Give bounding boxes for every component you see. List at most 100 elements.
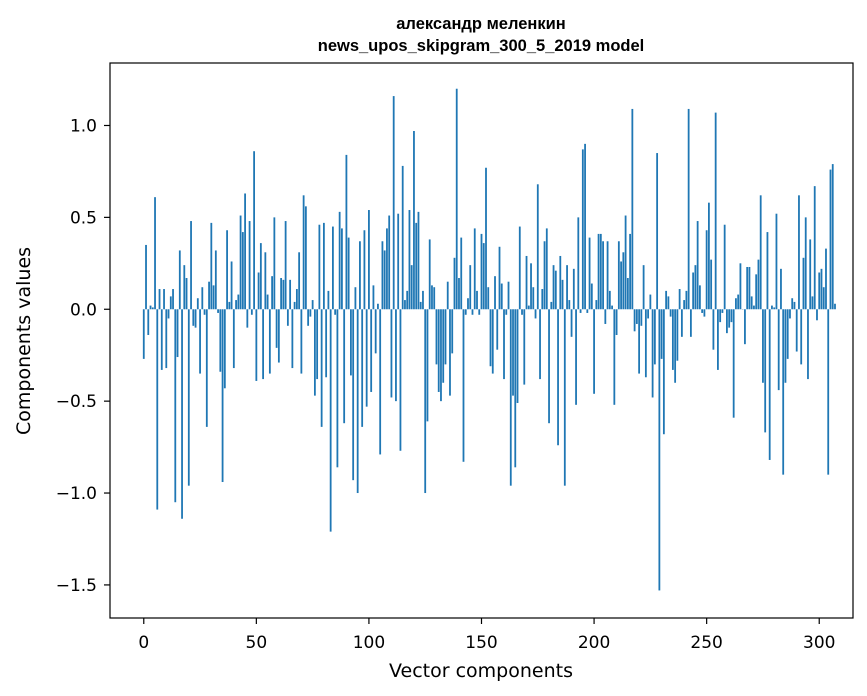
bar	[190, 221, 192, 310]
bar	[545, 228, 548, 310]
bar	[352, 309, 355, 481]
bar	[523, 309, 526, 385]
bar	[644, 309, 647, 378]
bar	[509, 309, 512, 486]
bar	[307, 309, 310, 326]
bar	[304, 206, 307, 310]
bar	[771, 305, 773, 310]
bar	[289, 279, 292, 310]
bar	[730, 309, 733, 323]
bar	[572, 268, 575, 310]
bar	[534, 309, 537, 319]
bar	[359, 241, 361, 310]
bar	[248, 221, 251, 310]
y-tick-label: −1.5	[56, 576, 97, 596]
bar	[543, 241, 546, 310]
bar	[829, 169, 832, 310]
bar	[764, 309, 767, 433]
bar	[593, 309, 595, 394]
bar	[757, 259, 760, 310]
bar	[282, 279, 285, 310]
bar	[811, 296, 814, 310]
bar	[464, 309, 467, 315]
bar	[446, 281, 449, 310]
bar	[825, 248, 827, 310]
plot-frame	[109, 62, 854, 619]
bar	[298, 252, 301, 310]
bar	[433, 287, 436, 310]
bar	[322, 222, 325, 310]
bar	[521, 309, 523, 315]
bar	[512, 309, 514, 396]
bar	[516, 309, 519, 403]
bar	[658, 309, 661, 591]
bar	[615, 309, 618, 335]
bar	[813, 186, 816, 310]
bar	[183, 265, 186, 310]
bar	[590, 283, 593, 310]
bar	[712, 309, 715, 350]
bar	[203, 309, 206, 315]
bar	[613, 309, 616, 405]
bar	[226, 230, 228, 310]
bar	[626, 278, 629, 310]
bar	[449, 309, 451, 396]
bar	[714, 112, 717, 310]
bar	[424, 309, 427, 494]
bar	[451, 309, 454, 354]
bar	[750, 296, 753, 310]
bar	[178, 250, 181, 310]
bar	[665, 290, 668, 310]
bar	[518, 226, 521, 310]
bar	[575, 309, 577, 405]
bar	[631, 108, 634, 310]
bar	[386, 228, 388, 310]
bar	[228, 301, 231, 310]
bar	[746, 266, 749, 310]
bar	[611, 305, 613, 310]
bar	[737, 294, 740, 310]
bar	[185, 278, 188, 310]
bar	[807, 309, 809, 380]
bar	[453, 257, 456, 310]
bar	[167, 309, 170, 319]
bar	[372, 285, 375, 310]
bar	[696, 221, 699, 310]
bar	[275, 309, 278, 348]
bar	[762, 309, 764, 383]
bar	[687, 108, 690, 310]
bar	[259, 243, 262, 310]
bar	[816, 309, 818, 321]
bar	[350, 309, 352, 376]
bar	[617, 241, 620, 310]
chart-title-line1: александр меленкин	[396, 15, 565, 33]
bar	[354, 287, 357, 310]
bar	[559, 255, 562, 310]
bar	[773, 307, 776, 310]
bar	[818, 272, 821, 310]
bar	[334, 309, 337, 315]
bar	[478, 309, 481, 315]
bar	[428, 239, 431, 310]
bar	[602, 241, 604, 310]
bar	[498, 246, 501, 310]
bar	[221, 309, 224, 483]
bar	[606, 241, 609, 310]
bar	[406, 290, 409, 310]
bar	[374, 309, 377, 354]
bar	[793, 301, 796, 310]
bar	[635, 309, 638, 324]
bar	[705, 230, 708, 310]
bar	[365, 309, 368, 407]
bar	[786, 309, 789, 359]
bar	[629, 233, 631, 310]
bar	[302, 195, 305, 310]
bar	[721, 309, 724, 313]
bar	[642, 265, 645, 310]
bar	[401, 165, 404, 310]
bar	[577, 217, 580, 310]
bar	[160, 309, 163, 370]
bar	[147, 309, 150, 335]
bar	[460, 237, 463, 310]
bar	[667, 296, 670, 310]
